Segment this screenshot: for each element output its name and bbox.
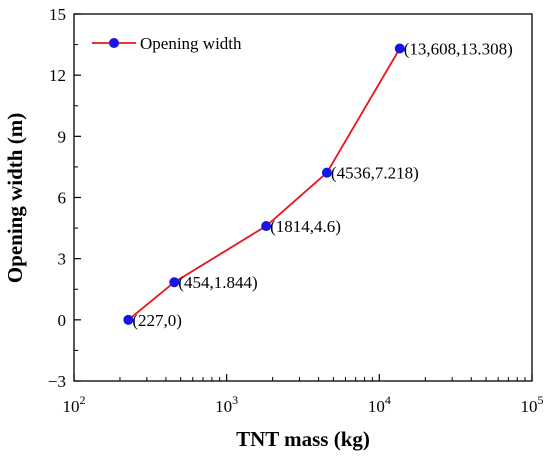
data-label: (13,608,13.308) <box>404 39 513 58</box>
legend-marker <box>109 38 119 48</box>
data-point <box>394 43 405 54</box>
x-tick-label: 103 <box>215 393 238 416</box>
x-tick-base: 10 <box>521 397 538 416</box>
x-tick-base: 10 <box>63 397 80 416</box>
y-tick-label: 3 <box>58 250 67 269</box>
data-label: (1814,4.6) <box>270 217 341 236</box>
x-tick-exponent: 2 <box>80 393 86 407</box>
y-tick-label: 12 <box>49 66 66 85</box>
x-tick-label: 104 <box>368 393 391 416</box>
data-label: (454,1.844) <box>178 273 257 292</box>
x-tick-label: 105 <box>521 393 544 416</box>
series-line <box>127 48 401 321</box>
y-axis-ticks: −3 0 3 6 9 12 15 <box>48 5 81 391</box>
x-tick-label: 102 <box>63 393 86 416</box>
y-tick-label: 9 <box>58 127 67 146</box>
legend-label: Opening width <box>140 34 242 53</box>
data-point <box>261 221 272 232</box>
y-tick-label: 15 <box>49 5 66 24</box>
data-point <box>169 277 180 288</box>
data-label: (4536,7.218) <box>331 164 419 183</box>
data-labels: (227,0) (454,1.844) (1814,4.6) (4536,7.218)… <box>132 39 512 329</box>
x-axis-ticks: 102 103 104 105 <box>63 374 544 416</box>
y-tick-label: −3 <box>48 372 66 391</box>
x-tick-base: 10 <box>215 397 232 416</box>
y-tick-label: 0 <box>58 311 67 330</box>
data-point <box>321 167 332 178</box>
y-tick-label: 6 <box>58 189 67 208</box>
x-tick-exponent: 3 <box>232 393 238 407</box>
y-axis-label: Opening width (m) <box>3 113 27 283</box>
x-tick-base: 10 <box>368 397 385 416</box>
x-tick-exponent: 5 <box>538 393 544 407</box>
legend: Opening width <box>92 34 242 53</box>
series-markers <box>123 43 405 325</box>
data-label: (227,0) <box>132 311 182 330</box>
x-minor-ticks <box>119 377 526 381</box>
data-point <box>123 314 134 325</box>
x-tick-exponent: 4 <box>385 393 391 407</box>
x-axis-label: TNT mass (kg) <box>236 427 370 451</box>
